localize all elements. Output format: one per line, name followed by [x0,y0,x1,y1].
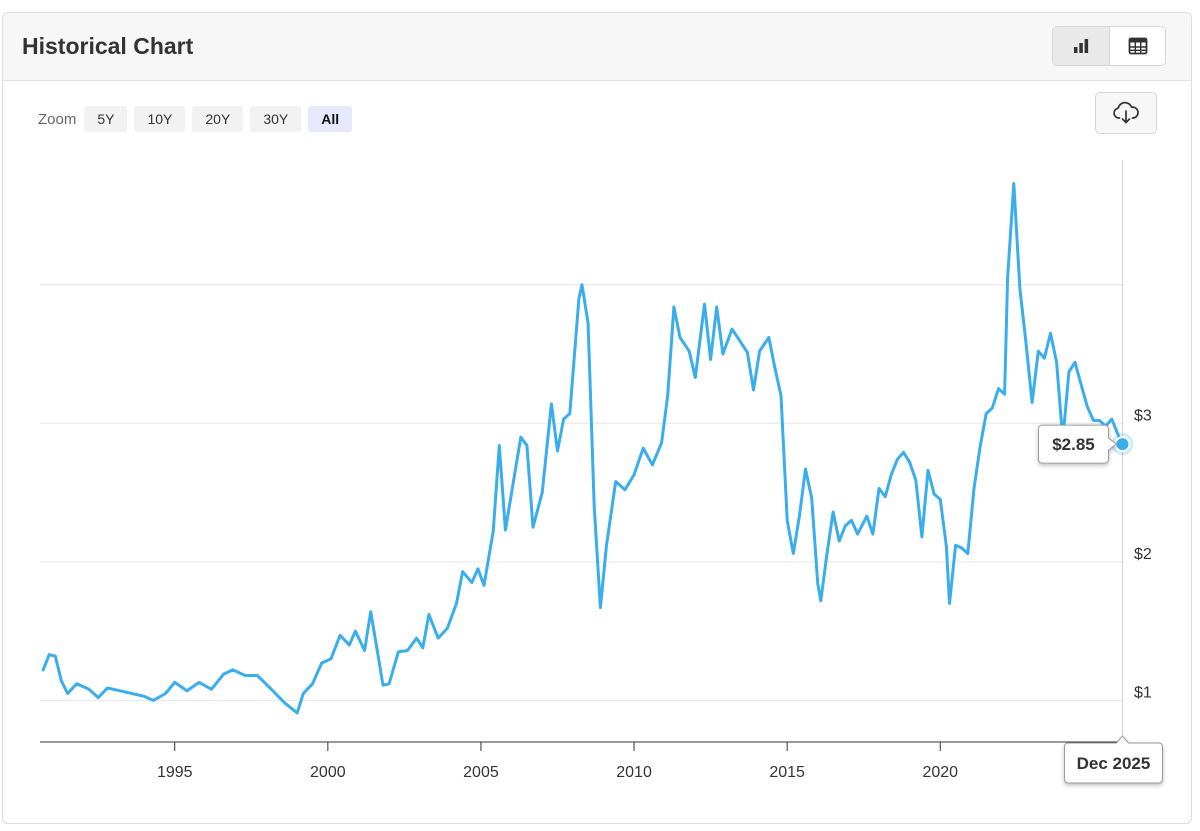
y-tick-label: $3 [1134,407,1152,424]
zoom-label: Zoom [38,110,77,128]
bar-chart-icon [1074,39,1089,53]
historical-chart-card: Historical Chart [2,12,1192,824]
value-tooltip: $2.85 [1037,424,1118,464]
y-tick-label: $2 [1134,546,1152,563]
download-button[interactable] [1095,92,1157,134]
x-tick-label: 2015 [769,764,805,781]
value-tooltip-label: $2.85 [1052,435,1095,454]
price-series-line [41,182,1124,715]
zoom-all-button[interactable]: All [308,106,353,132]
x-tick-label: 2020 [922,764,958,781]
zoom-20y-button[interactable]: 20Y [192,106,244,132]
chart-view-button[interactable] [1053,27,1110,65]
axes [40,160,1124,743]
x-tick-label: 2000 [310,764,346,781]
cloud-download-icon [1113,101,1139,124]
table-view-button[interactable] [1110,27,1165,65]
zoom-controls: Zoom 5Y 10Y 20Y 30Y All [38,106,359,132]
x-axis-ticks: 1995 2000 2005 2010 2015 2020 [157,742,958,781]
card-title: Historical Chart [22,33,194,59]
tooltip: $2.85 Dec 2025 [1037,424,1163,784]
zoom-10y-button[interactable]: 10Y [134,106,186,132]
zoom-5y-button[interactable]: 5Y [84,106,128,132]
date-tooltip: Dec 2025 [1063,735,1163,784]
y-axis-ticks: $1 $2 $3 [1134,407,1152,701]
x-tick-label: 2005 [463,764,499,781]
last-point-marker[interactable] [1114,436,1131,453]
view-toggle [1052,26,1166,66]
card-header: Historical Chart [3,13,1191,81]
x-tick-label: 1995 [157,764,193,781]
zoom-30y-button[interactable]: 30Y [250,106,302,132]
x-tick-label: 2010 [616,764,652,781]
table-icon [1128,37,1148,55]
y-tick-label: $1 [1134,684,1152,701]
date-tooltip-label: Dec 2025 [1077,754,1151,773]
grid-lines [40,284,1124,701]
